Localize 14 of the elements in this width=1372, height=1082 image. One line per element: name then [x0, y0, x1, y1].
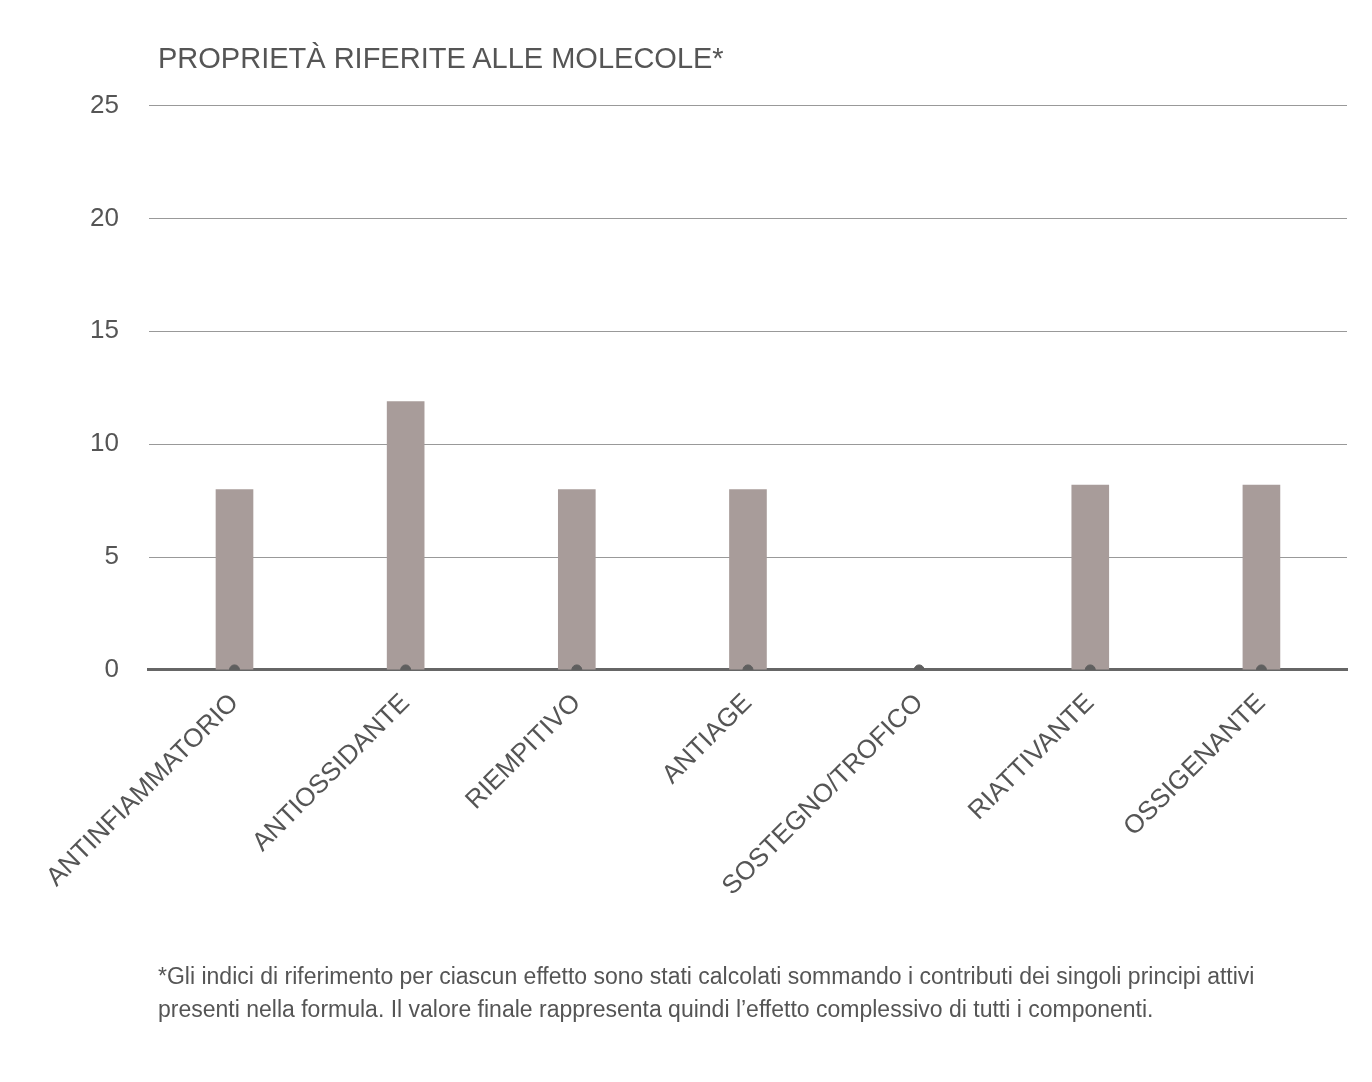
y-tick-label: 0: [104, 653, 119, 684]
text: *Gli indici di riferimento per ciascun effetto sono stati calcolati sommando i contributi dei singoli principi attivi presenti nella formula. Il valore finale rappresenta quindi l’effetto complessivo di tutti i componenti.: [158, 962, 1256, 1024]
y-tick-label: 15: [90, 314, 119, 345]
y-tick-label: 10: [90, 427, 119, 458]
y-tick-label: 5: [104, 540, 119, 571]
bar: [1242, 484, 1281, 670]
chart-title: PROPRIETÀ RIFERITE ALLE MOLECOLE*: [158, 42, 724, 75]
bar: [729, 489, 767, 670]
y-tick-label: 25: [90, 88, 119, 119]
bar: [215, 489, 254, 670]
bar: [1071, 484, 1110, 670]
bar: [557, 489, 596, 670]
y-tick-label: 20: [90, 201, 119, 232]
bar: [386, 401, 425, 670]
